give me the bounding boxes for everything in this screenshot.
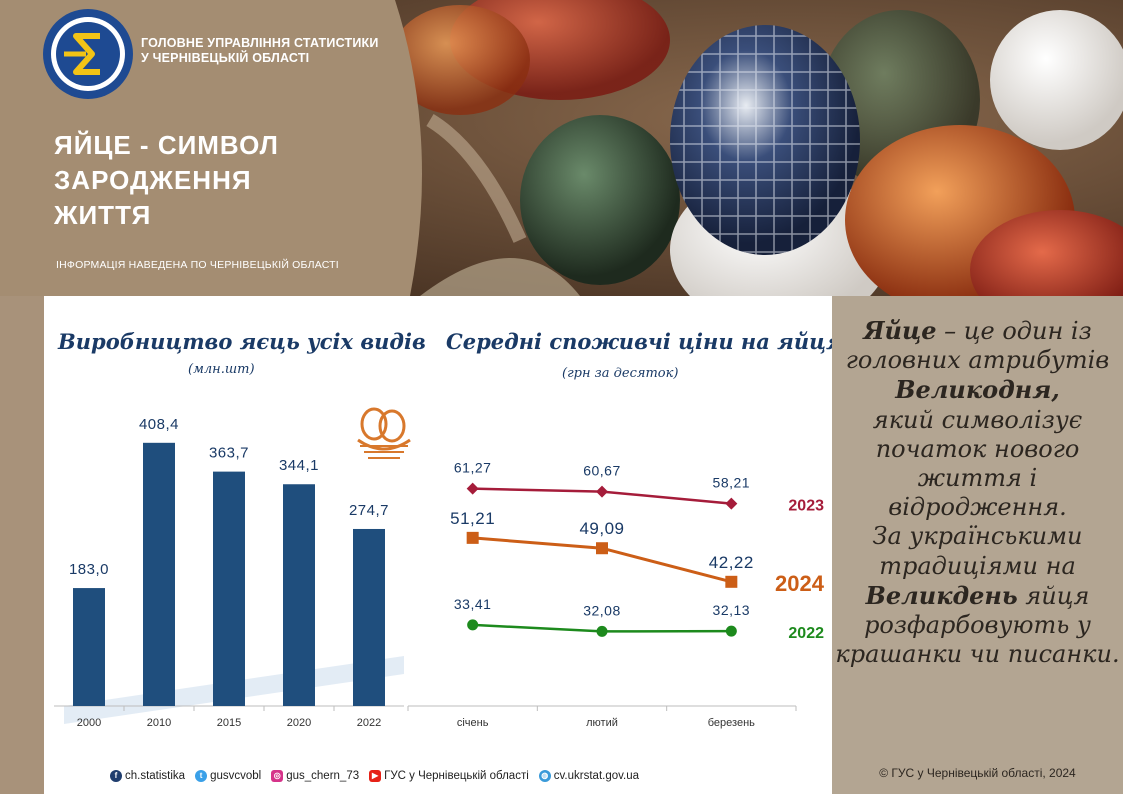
bar — [143, 442, 175, 706]
organization-name: ГОЛОВНЕ УПРАВЛІННЯ СТАТИСТИКИ У ЧЕРНІВЕЦ… — [141, 36, 379, 66]
bar-value-label: 363,7 — [209, 445, 249, 462]
facebook-link[interactable]: f ch.statistika — [110, 770, 185, 782]
series-value-label: 42,22 — [709, 553, 754, 572]
series-marker — [466, 482, 479, 495]
bar-tick-label: 2000 — [77, 717, 101, 729]
charts-card: Виробництво яєць усіх видів (млн.шт) Сер… — [44, 296, 843, 794]
series-marker — [596, 542, 608, 555]
line-chart-subtitle: (грн за десяток) — [562, 366, 679, 381]
line-chart: січень лютий березень 61,27 60,67 58,21 2023 51… — [407, 460, 825, 729]
headline: ЯЙЦЕ - СИМВОЛ ЗАРОДЖЕННЯ ЖИТТЯ — [54, 128, 279, 233]
line-chart-title: Середні споживчі ціни на яйця — [446, 329, 843, 354]
text-easter-bold: Великодня, — [895, 375, 1060, 405]
text-p2: який символізує початок нового життя і в… — [872, 405, 1083, 522]
globe-icon: ◍ — [538, 770, 551, 782]
website-label: cv.ukrstat.gov.ua — [553, 770, 640, 782]
bar — [353, 528, 385, 706]
series-marker — [466, 531, 479, 544]
org-line2: У ЧЕРНІВЕЦЬКІЙ ОБЛАСТІ — [141, 51, 310, 65]
description-text: Яйце – це один із головних атрибутів Вел… — [832, 316, 1123, 669]
text-velykden-bold: Великдень — [865, 580, 1018, 610]
series-value-label: 61,27 — [454, 460, 492, 476]
bar-value-label: 408,4 — [139, 416, 179, 433]
text-p1: – це один із головних атрибутів — [845, 317, 1110, 375]
series-legend-label: 2022 — [788, 625, 824, 642]
line-tick-label: лютий — [586, 717, 618, 729]
series-marker — [596, 625, 608, 637]
series-value-label: 58,21 — [713, 475, 751, 491]
headline-line2: ЗАРОДЖЕННЯ — [54, 165, 252, 195]
egg-nest-icon — [357, 407, 411, 459]
bar-chart-subtitle: (млн.шт) — [188, 362, 255, 377]
bar-tick-label: 2015 — [217, 717, 241, 729]
series-value-label: 51,21 — [450, 509, 495, 528]
twitter-icon: t — [195, 770, 208, 782]
series-value-label: 32,08 — [583, 602, 621, 618]
instagram-label: gus_chern_73 — [286, 770, 360, 782]
instagram-icon: ◎ — [271, 770, 284, 782]
bar-value-label: 183,0 — [69, 561, 109, 578]
bar-tick-label: 2010 — [147, 717, 171, 729]
twitter-link[interactable]: t gusvcvobl — [195, 770, 261, 782]
youtube-link[interactable]: ▶ ГУС у Чернівецькій області — [369, 770, 529, 782]
facebook-label: ch.statistika — [125, 770, 186, 782]
headline-line1: ЯЙЦЕ - СИМВОЛ — [54, 130, 279, 160]
series-legend-label: 2023 — [788, 498, 824, 515]
org-line1: ГОЛОВНЕ УПРАВЛІННЯ СТАТИСТИКИ — [141, 36, 379, 50]
series-value-label: 60,67 — [583, 463, 621, 479]
series-marker — [725, 497, 738, 510]
headline-line3: ЖИТТЯ — [54, 200, 152, 230]
text-p3: За українськими традиціями на — [872, 522, 1083, 580]
line-tick-label: січень — [457, 717, 489, 729]
bar — [283, 484, 315, 706]
info-note: ІНФОРМАЦІЯ НАВЕДЕНА ПО ЧЕРНІВЕЦЬКІЙ ОБЛА… — [56, 259, 339, 271]
easter-eggs-photo — [0, 0, 1123, 296]
header-panel — [0, 0, 422, 296]
copyright: © ГУС у Чернівецькій області, 2024 — [879, 766, 1076, 780]
bar-chart-title: Виробництво яєць усіх видів — [58, 329, 426, 354]
logo — [43, 9, 133, 99]
instagram-link[interactable]: ◎ gus_chern_73 — [271, 770, 359, 782]
bar — [213, 471, 245, 706]
bar-tick-label: 2022 — [357, 717, 381, 729]
bar-chart: 183,0 2000 408,4 2010 363,7 2015 344,1 2020 274,… — [54, 416, 404, 729]
facebook-icon: f — [110, 770, 122, 782]
bar — [73, 588, 105, 706]
right-text-panel: Яйце – це один із головних атрибутів Вел… — [832, 296, 1123, 794]
youtube-label: ГУС у Чернівецькій області — [384, 770, 529, 782]
social-links: f ch.statistika t gusvcvobl ◎ gus_chern_73 … — [110, 770, 649, 782]
series-value-label: 49,09 — [579, 519, 624, 538]
bar-value-label: 274,7 — [349, 502, 389, 519]
twitter-label: gusvcvobl — [210, 770, 262, 782]
series-marker — [725, 575, 738, 588]
website-link[interactable]: ◍ cv.ukrstat.gov.ua — [538, 770, 640, 782]
series-marker — [467, 619, 479, 631]
text-p4: яйця розфарбовують у крашанки чи писанки… — [835, 581, 1120, 669]
series-legend-label: 2024 — [775, 571, 825, 596]
charts-svg: 183,0 2000 408,4 2010 363,7 2015 344,1 2020 274,… — [54, 407, 825, 729]
bar-value-label: 344,1 — [279, 457, 319, 474]
series-marker — [725, 625, 737, 637]
series-marker — [596, 485, 608, 498]
series-value-label: 33,41 — [454, 596, 492, 612]
text-egg-bold: Яйце — [863, 316, 937, 345]
bar-tick-label: 2020 — [287, 717, 311, 729]
line-tick-label: березень — [708, 717, 755, 729]
youtube-icon: ▶ — [369, 770, 382, 782]
series-value-label: 32,13 — [713, 602, 751, 618]
